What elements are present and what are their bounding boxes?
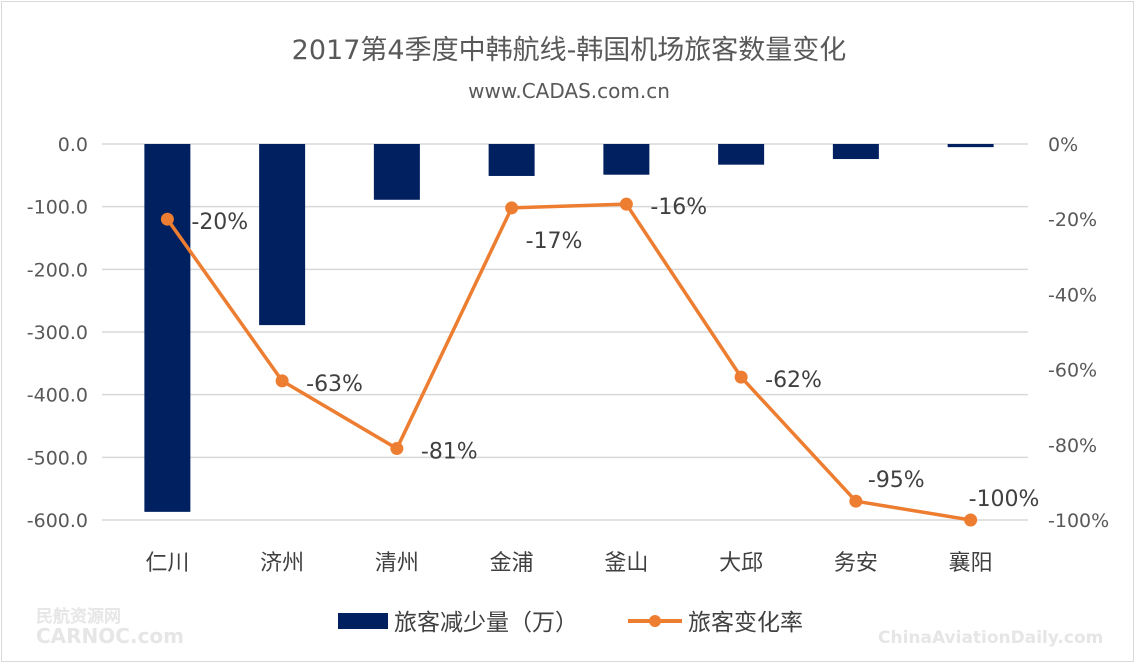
legend-line-label: 旅客变化率 [688, 610, 803, 636]
left-tick-label: 0.0 [58, 134, 88, 156]
legend: 旅客减少量（万） 旅客变化率 [338, 610, 803, 636]
bar [373, 144, 420, 200]
left-tick-label: -300.0 [27, 322, 88, 344]
category-label: 金浦 [490, 551, 534, 576]
left-tick-label: -200.0 [27, 259, 88, 281]
category-label: 釜山 [604, 551, 648, 576]
line-point [390, 442, 404, 456]
bar [144, 144, 191, 512]
right-tick-label: -80% [1048, 435, 1097, 457]
right-tick-label: -60% [1048, 360, 1097, 382]
right-tick-label: 0% [1048, 134, 1078, 156]
category-label: 清州 [375, 551, 419, 576]
left-tick-label: -500.0 [27, 447, 88, 469]
left-tick-label: -600.0 [27, 510, 88, 532]
bar [488, 144, 535, 176]
bar [718, 144, 765, 165]
line-point [964, 513, 978, 527]
legend-bar-swatch [338, 613, 388, 629]
left-tick-label: -400.0 [27, 385, 88, 407]
data-label: -20% [191, 210, 248, 235]
right-tick-label: -100% [1048, 510, 1109, 532]
line-point [619, 197, 633, 211]
category-label: 务安 [834, 551, 878, 576]
data-label: -16% [650, 195, 707, 220]
bar [832, 144, 879, 160]
right-tick-label: -40% [1048, 284, 1097, 306]
bar [259, 144, 306, 326]
data-label: -95% [868, 468, 925, 493]
line-point [275, 374, 289, 388]
right-tick-label: -20% [1048, 209, 1097, 231]
legend-bar-label: 旅客减少量（万） [394, 610, 578, 636]
watermark-chinaaviationdaily: ChinaAviationDaily.com [878, 628, 1103, 648]
chart-subtitle: www.CADAS.com.cn [468, 79, 670, 103]
line-point [849, 494, 863, 508]
category-label: 襄阳 [949, 551, 993, 576]
bar [947, 144, 994, 148]
data-label: -63% [306, 372, 363, 397]
left-tick-label: -100.0 [27, 197, 88, 219]
data-label: -100% [969, 487, 1040, 512]
watermark-carnoc-cn: 民航资源网 [36, 606, 121, 627]
data-label: -62% [765, 368, 822, 393]
line-point [505, 201, 519, 215]
category-label: 大邱 [719, 551, 763, 576]
category-label: 仁川 [145, 551, 189, 576]
line-point [160, 212, 174, 226]
series-line [165, 202, 971, 522]
chart-title: 2017第4季度中韩航线-韩国机场旅客数量变化 [292, 35, 847, 66]
bar [603, 144, 650, 175]
data-label: -81% [421, 440, 478, 465]
watermark-carnoc: CARNOC.com [36, 624, 184, 648]
legend-line-marker [649, 615, 661, 627]
data-label: -17% [526, 229, 583, 254]
category-label: 济州 [260, 551, 304, 576]
line-point [734, 370, 748, 384]
